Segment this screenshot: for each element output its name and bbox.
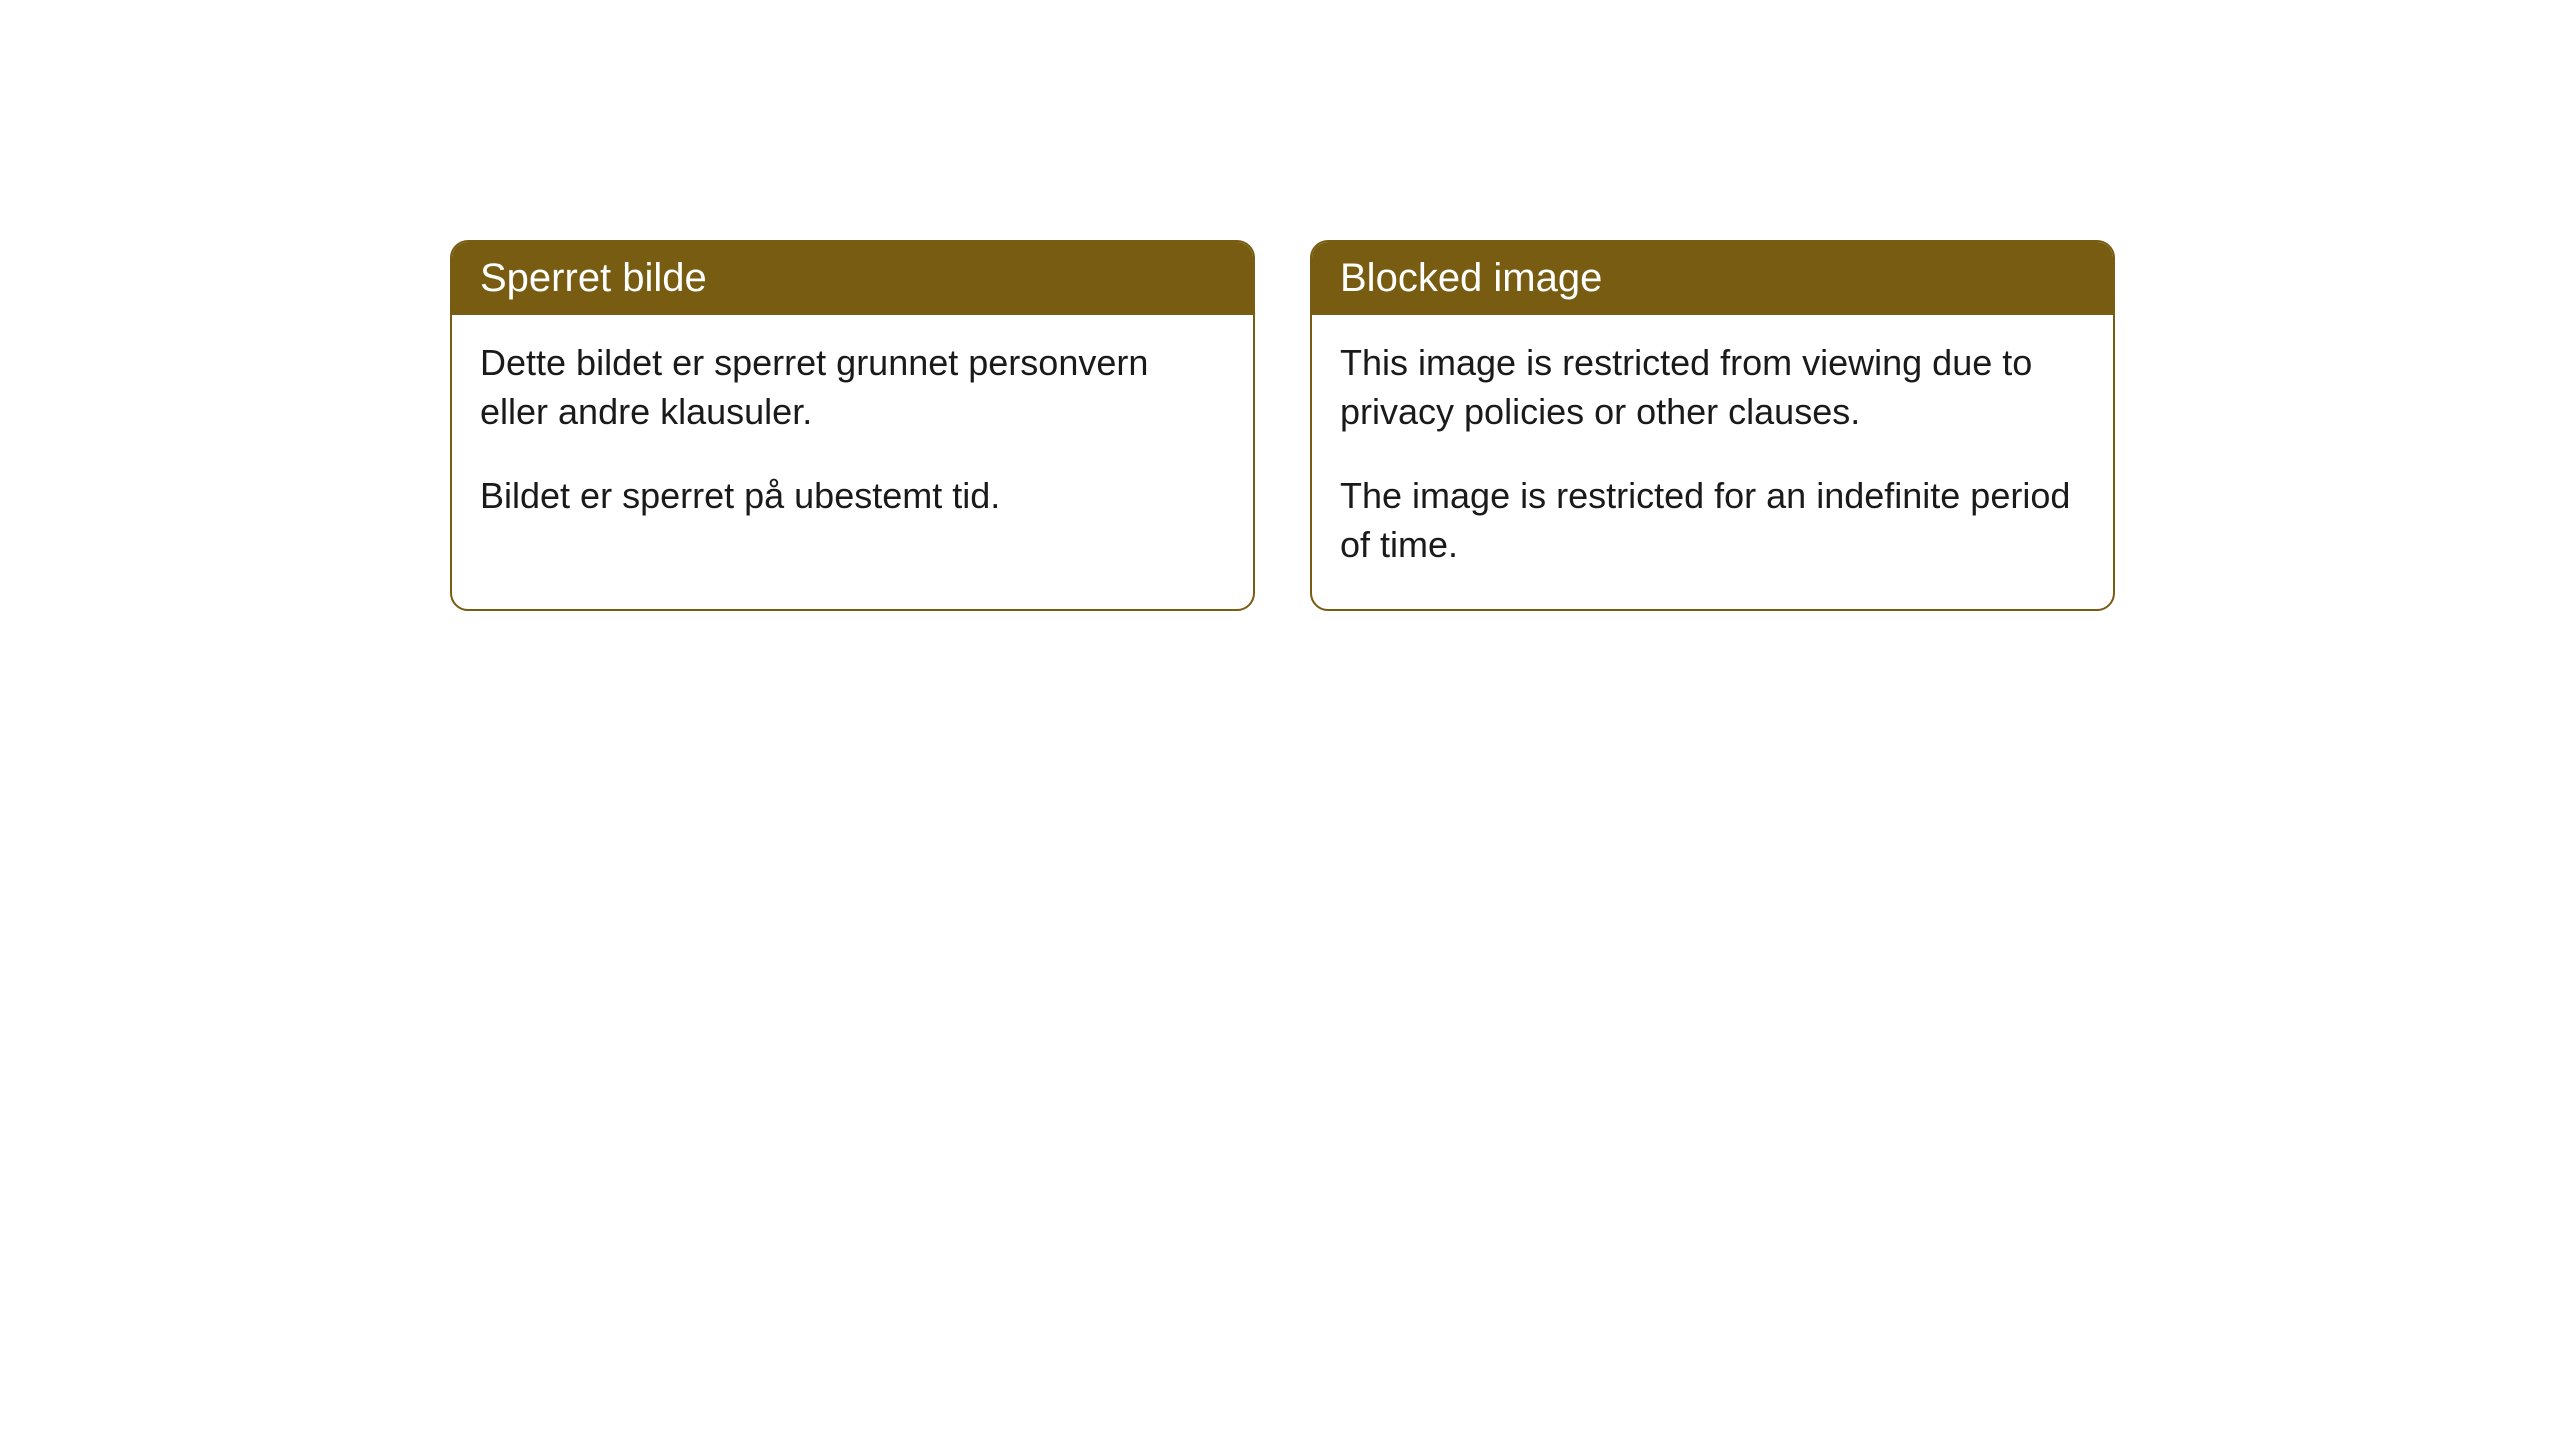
notice-cards-container: Sperret bilde Dette bildet er sperret gr…: [450, 240, 2115, 611]
card-header-norwegian: Sperret bilde: [452, 242, 1253, 315]
card-title: Blocked image: [1340, 256, 1602, 300]
card-header-english: Blocked image: [1312, 242, 2113, 315]
blocked-image-card-norwegian: Sperret bilde Dette bildet er sperret gr…: [450, 240, 1255, 611]
card-body-english: This image is restricted from viewing du…: [1312, 315, 2113, 609]
blocked-image-card-english: Blocked image This image is restricted f…: [1310, 240, 2115, 611]
card-paragraph-1: This image is restricted from viewing du…: [1340, 339, 2085, 436]
card-title: Sperret bilde: [480, 256, 707, 300]
card-paragraph-2: The image is restricted for an indefinit…: [1340, 472, 2085, 569]
card-body-norwegian: Dette bildet er sperret grunnet personve…: [452, 315, 1253, 561]
card-paragraph-1: Dette bildet er sperret grunnet personve…: [480, 339, 1225, 436]
card-paragraph-2: Bildet er sperret på ubestemt tid.: [480, 472, 1225, 521]
